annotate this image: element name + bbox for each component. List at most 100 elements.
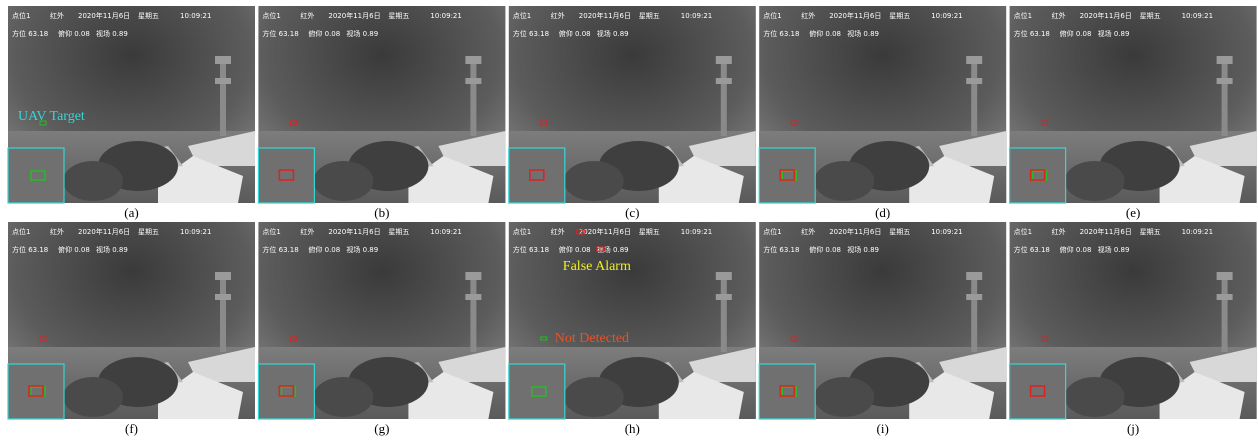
overlay-text: 点位1 — [513, 11, 531, 20]
overlay-text: 俯仰 0.08 — [308, 29, 340, 38]
tower-mid — [1217, 294, 1233, 300]
overlay-text: 俯仰 0.08 — [1060, 245, 1092, 254]
overlay-text: 2020年11月6日 — [1080, 11, 1132, 20]
caption: (j) — [1127, 421, 1139, 436]
tower-top — [215, 56, 231, 64]
caption: (d) — [875, 205, 890, 220]
panel: 点位1红外2020年11月6日星期五10:09:21方位 63.18俯仰 0.0… — [509, 6, 756, 220]
overlay-text: 2020年11月6日 — [579, 11, 631, 20]
inset — [8, 364, 64, 419]
caption: (a) — [124, 205, 138, 220]
overlay-text: 2020年11月6日 — [78, 11, 130, 20]
inset — [759, 364, 815, 419]
overlay-text: 10:09:21 — [180, 12, 211, 20]
tower — [1222, 56, 1228, 136]
overlay-text: 10:09:21 — [931, 228, 962, 236]
overlay-text: 方位 63.18 — [513, 29, 549, 38]
overlay-text: 方位 63.18 — [12, 245, 48, 254]
tower-mid — [465, 294, 481, 300]
overlay-text: 红外 — [551, 227, 565, 236]
tower-top — [966, 56, 982, 64]
overlay-text: 方位 63.18 — [513, 245, 549, 254]
overlay-text: 星期五 — [889, 12, 910, 20]
overlay-text: 10:09:21 — [180, 228, 211, 236]
tower — [971, 272, 977, 352]
tower-mid — [966, 78, 982, 84]
overlay-text: 点位1 — [262, 227, 280, 236]
overlay-text: 视场 0.89 — [1098, 29, 1130, 38]
panel: 点位1红外2020年11月6日星期五10:09:21方位 63.18俯仰 0.0… — [509, 222, 756, 436]
overlay-text: 俯仰 0.08 — [58, 245, 90, 254]
tower-top — [215, 272, 231, 280]
inset — [258, 148, 314, 203]
overlay-text: 2020年11月6日 — [579, 227, 631, 236]
panel: 点位1红外2020年11月6日星期五10:09:21方位 63.18俯仰 0.0… — [1010, 222, 1257, 436]
overlay-text: 方位 63.18 — [12, 29, 48, 38]
overlay-text: 10:09:21 — [430, 228, 461, 236]
overlay-text: 点位1 — [1014, 227, 1032, 236]
overlay-text: 红外 — [1052, 11, 1066, 20]
overlay-text: 10:09:21 — [681, 228, 712, 236]
tower-mid — [716, 294, 732, 300]
tower-mid — [215, 294, 231, 300]
figure: 点位1红外2020年11月6日星期五10:09:21方位 63.18俯仰 0.0… — [0, 0, 1258, 440]
trees — [564, 161, 624, 201]
overlay-text: 星期五 — [138, 228, 159, 236]
caption: (e) — [1126, 205, 1140, 220]
overlay-text: 视场 0.89 — [597, 29, 629, 38]
inset — [759, 148, 815, 203]
panel: 点位1红外2020年11月6日星期五10:09:21方位 63.18俯仰 0.0… — [258, 222, 505, 436]
tower-top — [966, 272, 982, 280]
panel: 点位1红外2020年11月6日星期五10:09:21方位 63.18俯仰 0.0… — [1010, 6, 1257, 220]
tower-top — [1217, 272, 1233, 280]
overlay-text: 2020年11月6日 — [78, 227, 130, 236]
trees — [63, 377, 123, 417]
caption: (f) — [125, 421, 138, 436]
overlay-text: 视场 0.89 — [1098, 245, 1130, 254]
caption: (c) — [625, 205, 639, 220]
tower — [721, 272, 727, 352]
trees — [814, 161, 874, 201]
inset — [1010, 148, 1066, 203]
overlay-text: 2020年11月6日 — [829, 11, 881, 20]
overlay-text: 视场 0.89 — [847, 29, 879, 38]
overlay-text: 2020年11月6日 — [328, 227, 380, 236]
caption: (h) — [625, 421, 640, 436]
annotation: UAV Target — [18, 109, 85, 124]
overlay-text: 点位1 — [12, 11, 30, 20]
overlay-text: 10:09:21 — [430, 12, 461, 20]
trees — [63, 161, 123, 201]
tower-top — [465, 56, 481, 64]
overlay-text: 视场 0.89 — [847, 245, 879, 254]
tower-mid — [966, 294, 982, 300]
overlay-text: 2020年11月6日 — [829, 227, 881, 236]
trees — [313, 161, 373, 201]
overlay-text: 星期五 — [388, 12, 409, 20]
tower-top — [1217, 56, 1233, 64]
overlay-text: 红外 — [801, 11, 815, 20]
caption: (b) — [374, 205, 389, 220]
overlay-text: 星期五 — [1140, 12, 1161, 20]
tower-mid — [716, 78, 732, 84]
tower-mid — [465, 78, 481, 84]
overlay-text: 视场 0.89 — [96, 29, 128, 38]
overlay-text: 红外 — [300, 11, 314, 20]
caption: (i) — [877, 421, 889, 436]
overlay-text: 星期五 — [138, 12, 159, 20]
overlay-text: 视场 0.89 — [346, 29, 378, 38]
panel: 点位1红外2020年11月6日星期五10:09:21方位 63.18俯仰 0.0… — [759, 6, 1006, 220]
overlay-text: 10:09:21 — [1182, 12, 1213, 20]
overlay-text: 星期五 — [1140, 228, 1161, 236]
overlay-text: 红外 — [50, 11, 64, 20]
overlay-text: 俯仰 0.08 — [1060, 29, 1092, 38]
overlay-text: 俯仰 0.08 — [559, 29, 591, 38]
inset — [509, 364, 565, 419]
tower-mid — [215, 78, 231, 84]
overlay-text: 2020年11月6日 — [328, 11, 380, 20]
overlay-text: 方位 63.18 — [262, 245, 298, 254]
overlay-text: 红外 — [50, 227, 64, 236]
overlay-text: 俯仰 0.08 — [559, 245, 591, 254]
overlay-text: 星期五 — [388, 228, 409, 236]
